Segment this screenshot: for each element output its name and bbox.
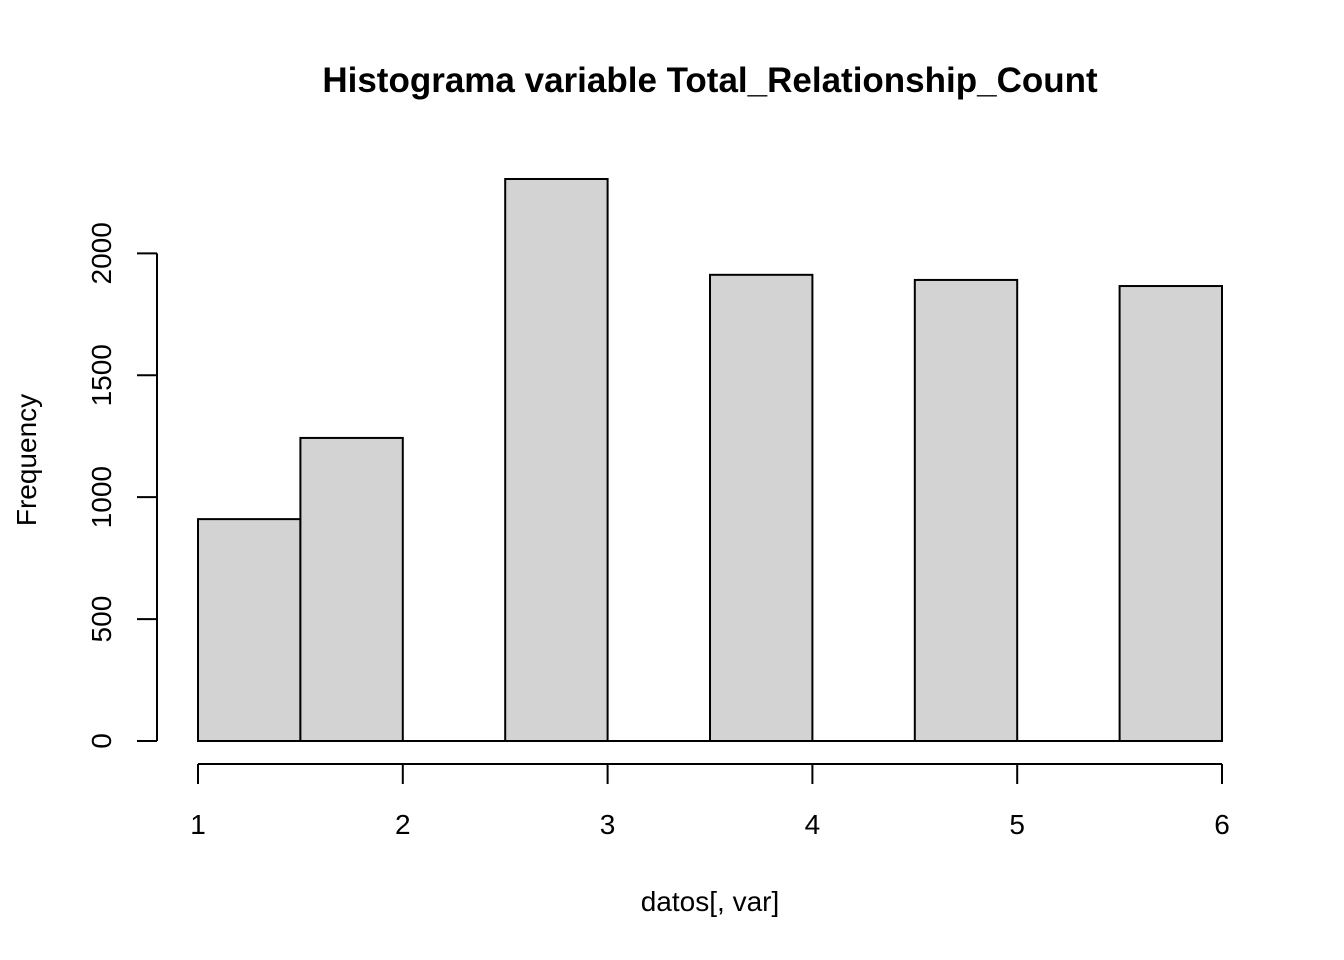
x-tick-label-2: 2 — [395, 809, 411, 840]
histogram-bar-9 — [1118, 285, 1223, 742]
histogram-bar-0 — [197, 518, 302, 742]
y-tick-label-1500: 1500 — [86, 344, 117, 406]
histogram-bar-3 — [504, 178, 609, 742]
x-tick-label-5: 5 — [1009, 809, 1025, 840]
histogram-bar-1 — [299, 436, 404, 742]
y-tick-label-500: 500 — [86, 596, 117, 643]
y-axis: 0 500 1000 1500 2000 — [86, 222, 158, 749]
x-tick-label-1: 1 — [190, 809, 206, 840]
y-axis-label: Frequency — [11, 394, 42, 526]
x-axis: 1 2 3 4 5 6 — [190, 763, 1230, 840]
bars-group — [197, 178, 1223, 742]
y-tick-label-0: 0 — [86, 733, 117, 749]
chart-title: Histograma variable Total_Relationship_C… — [322, 61, 1098, 100]
x-axis-label: datos[, var] — [641, 886, 780, 917]
y-tick-label-1000: 1000 — [86, 466, 117, 528]
histogram-bar-5 — [709, 273, 814, 742]
y-tick-label-2000: 2000 — [86, 222, 117, 284]
x-tick-label-4: 4 — [805, 809, 821, 840]
histogram-bar-7 — [913, 278, 1019, 742]
x-tick-label-6: 6 — [1214, 809, 1230, 840]
x-tick-label-3: 3 — [600, 809, 616, 840]
